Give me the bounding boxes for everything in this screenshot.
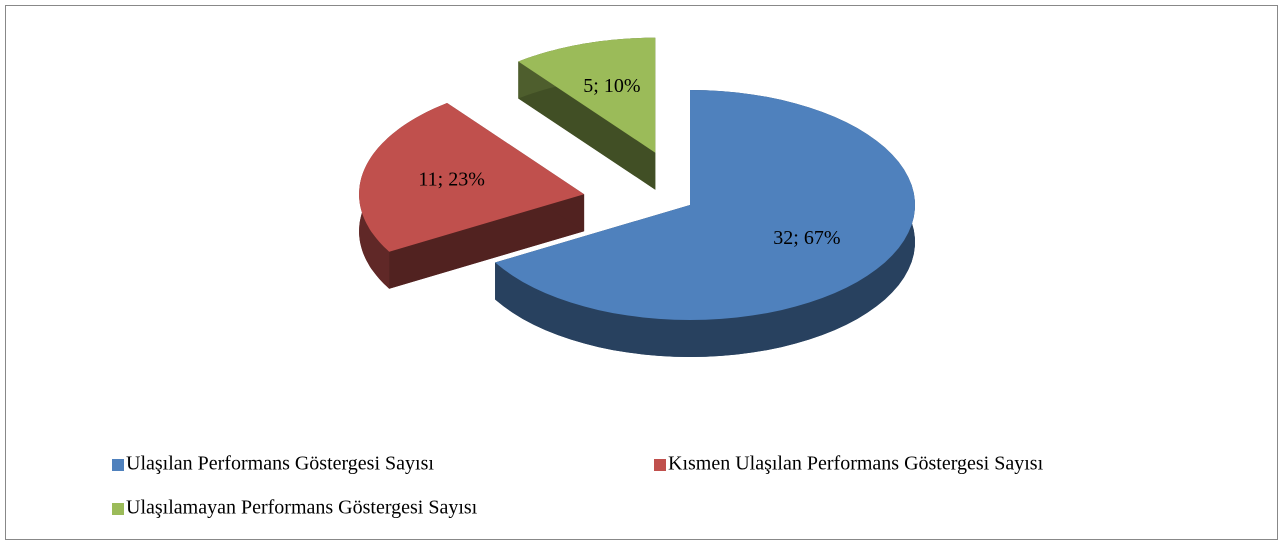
pie-slice — [359, 103, 585, 289]
legend-swatch — [112, 503, 124, 515]
legend-label: Kısmen Ulaşılan Performans Göstergesi Sa… — [668, 453, 1044, 475]
pie-slice — [518, 37, 656, 190]
pie-slice — [495, 90, 915, 357]
slice-edge — [518, 61, 656, 190]
data-label: 5; 10% — [583, 75, 640, 97]
legend-swatch — [654, 459, 666, 471]
legend-swatch — [112, 459, 124, 471]
data-label: 32; 67% — [773, 227, 840, 249]
slice-top — [518, 37, 656, 153]
slice-edge — [389, 194, 585, 289]
legend-label: Ulaşılamayan Performans Göstergesi Sayıs… — [126, 497, 478, 519]
legend-label: Ulaşılan Performans Göstergesi Sayısı — [126, 453, 434, 475]
data-label: 11; 23% — [418, 168, 484, 190]
slice-top — [359, 103, 585, 252]
slice-top — [495, 90, 915, 320]
